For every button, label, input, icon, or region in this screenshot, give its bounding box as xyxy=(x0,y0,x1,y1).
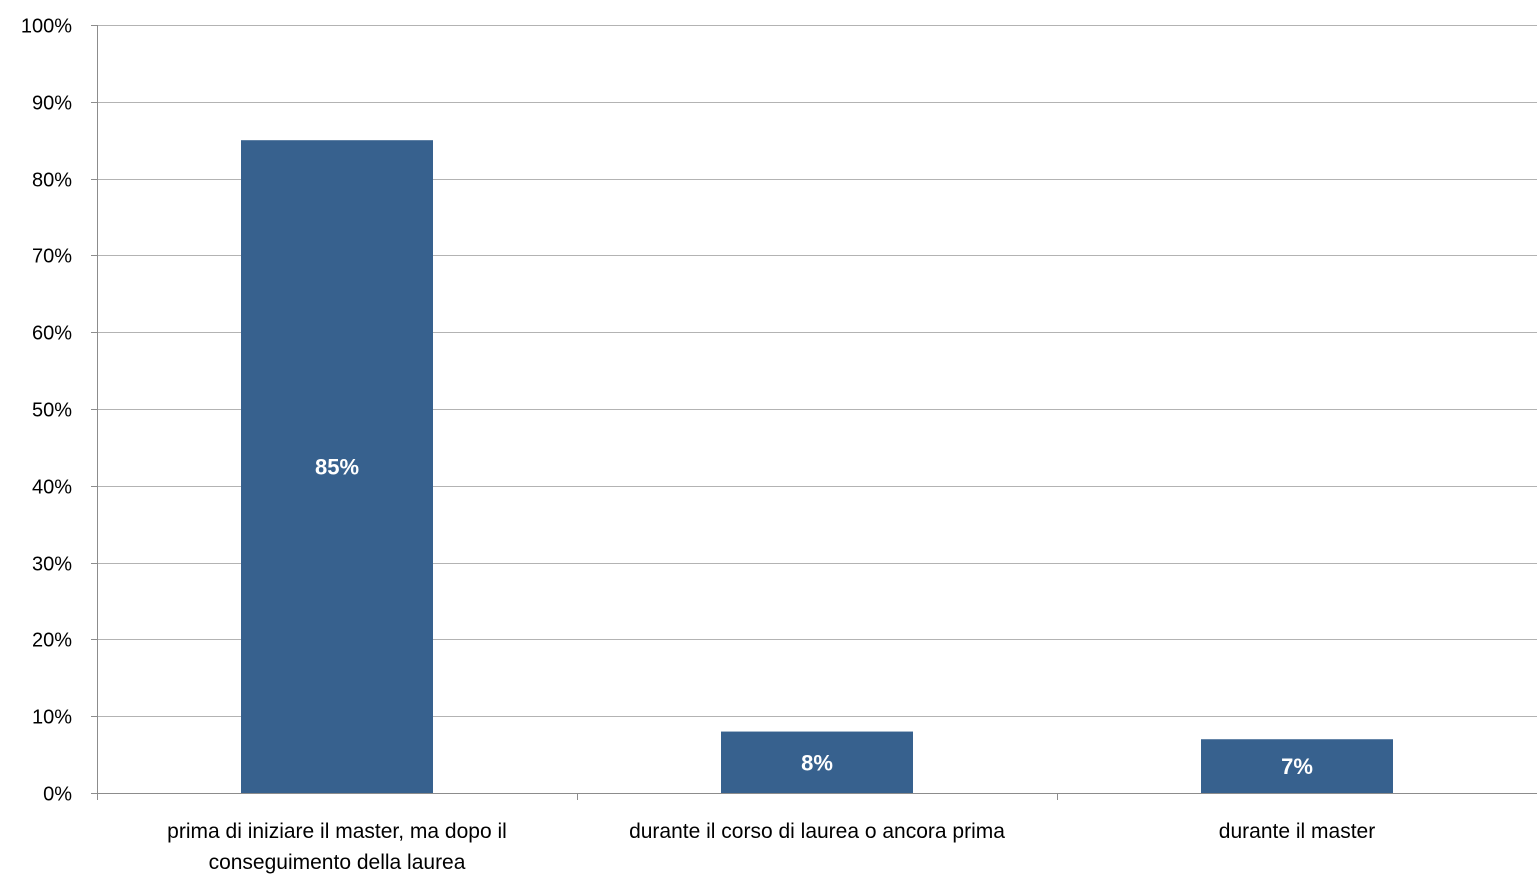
y-tick-label: 80% xyxy=(32,170,72,192)
bar xyxy=(241,140,433,793)
y-tick-label: 90% xyxy=(32,93,72,115)
x-category-label: durante il corso di laurea o ancora prim… xyxy=(629,820,1005,843)
bars xyxy=(241,140,1393,793)
y-tick-label: 0% xyxy=(43,784,72,806)
y-tick-label: 70% xyxy=(32,246,72,268)
y-tick-label: 20% xyxy=(32,630,72,652)
x-category-label: durante il master xyxy=(1219,820,1375,843)
bar xyxy=(721,731,913,793)
x-category-label: prima di iniziare il master, ma dopo il xyxy=(167,820,507,843)
data-label: 8% xyxy=(801,750,833,775)
bar xyxy=(1201,739,1393,793)
y-tick-label: 40% xyxy=(32,477,72,499)
y-tick-label: 30% xyxy=(32,554,72,576)
data-label: 7% xyxy=(1281,754,1313,779)
y-tick-label: 100% xyxy=(21,16,72,38)
data-label: 85% xyxy=(315,455,359,480)
y-tick-label: 10% xyxy=(32,707,72,729)
axes xyxy=(91,25,1537,800)
labels: 0% 10% 20% 30% 40% 50% 60% 70% 80% 90% 100% 85% prim… xyxy=(21,16,1375,875)
y-tick-label: 50% xyxy=(32,400,72,422)
y-tick-label: 60% xyxy=(32,323,72,345)
x-category-label: conseguimento della laurea xyxy=(209,851,466,874)
